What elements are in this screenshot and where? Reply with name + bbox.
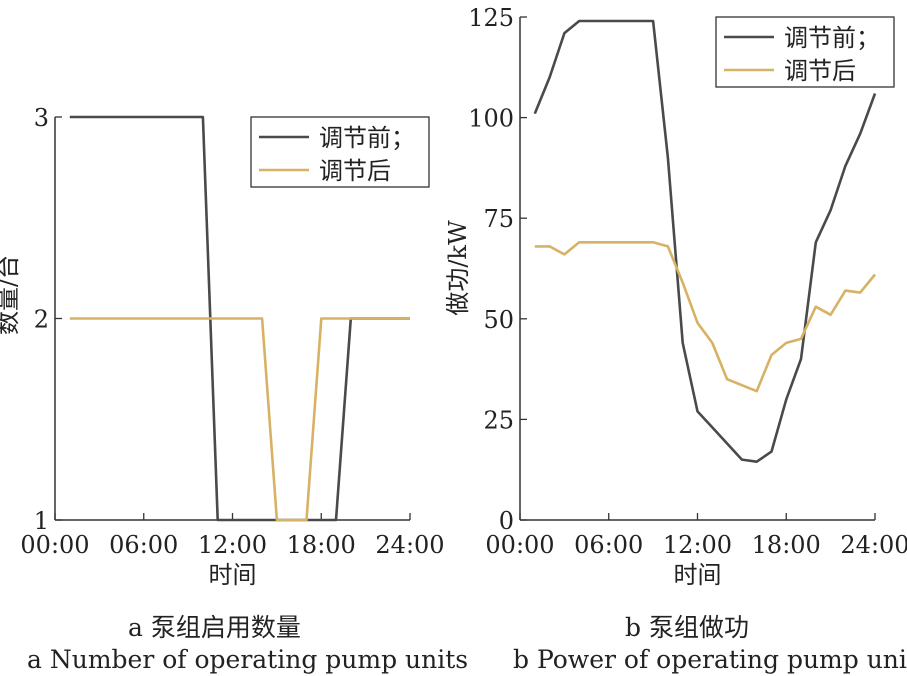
caption-a-chinese: a 泵组启用数量 [128,613,301,642]
y-tick-label: 1 [34,507,49,535]
legend-box [250,116,430,188]
series-line-after [534,241,877,393]
x-axis-label: 时间 [209,561,257,589]
x-tick-label: 12:00 [198,531,267,559]
y-tick-label: 50 [483,306,514,334]
x-tick-label: 24:00 [375,531,444,559]
legend-box [715,16,895,88]
y-axis-label: 数量/台 [0,255,22,335]
caption-b-chinese: b 泵组做功 [625,613,749,642]
legend-label: 调节后 [319,157,391,185]
chart-panel-b: 0 25 50 75 100 125 00:00 06:00 12:00 18:00 24:00 时间… [444,4,907,589]
series-line-after [69,317,410,522]
x-tick-label: 12:00 [663,531,732,559]
y-axis-label: 做功/kW [444,220,472,316]
y-tick-label: 75 [483,205,514,233]
x-axis-label: 时间 [674,561,722,589]
x-tick-label: 00:00 [485,531,554,559]
x-tick-label: 06:00 [574,531,643,559]
x-tick-label: 18:00 [752,531,821,559]
x-tick-label: 06:00 [109,531,178,559]
caption-a-english: a Number of operating pump units [27,645,469,674]
x-tick-label: 18:00 [287,531,356,559]
legend-label: 调节前； [319,124,415,152]
legend-label: 调节后 [784,57,856,85]
x-tick-label: 00:00 [20,531,89,559]
legend: 调节前； 调节后 [715,16,895,88]
legend-label: 调节前； [784,24,880,52]
series-line-before [533,19,877,464]
y-tick-label: 0 [499,507,514,535]
y-tick-label: 100 [468,105,514,133]
legend: 调节前； 调节后 [250,116,430,188]
x-tick-label: 24:00 [840,531,907,559]
y-tick-label: 125 [468,4,514,32]
y-tick-label: 25 [483,406,514,434]
caption-b-english: b Power of operating pump units [513,645,907,674]
y-tick-label: 3 [34,104,49,132]
y-tick-label: 2 [34,306,49,334]
